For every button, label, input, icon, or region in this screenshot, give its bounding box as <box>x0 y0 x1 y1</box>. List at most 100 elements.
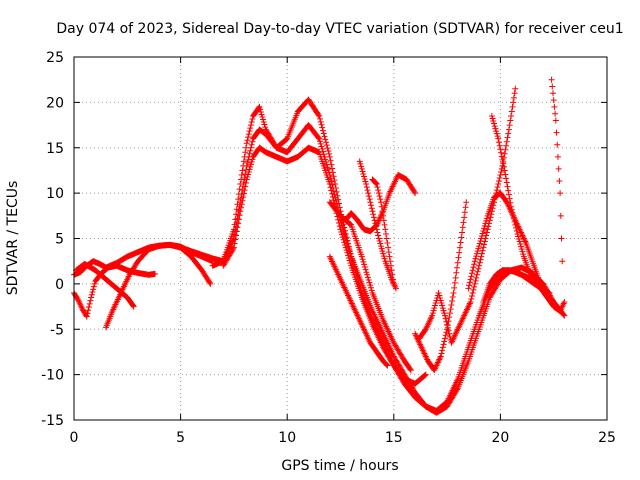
x-axis-label: GPS time / hours <box>281 458 398 474</box>
data-point <box>152 270 159 277</box>
data-point <box>246 128 253 135</box>
data-point <box>454 259 461 266</box>
data-point <box>502 146 509 153</box>
data-point <box>498 168 505 175</box>
data-point <box>472 255 479 262</box>
data-point <box>473 271 480 278</box>
data-point <box>366 279 373 286</box>
data-point <box>341 239 348 246</box>
data-point <box>330 173 337 180</box>
data-point <box>363 269 370 276</box>
data-point <box>461 214 468 221</box>
data-point <box>483 215 490 222</box>
data-point <box>321 133 328 140</box>
data-point <box>374 184 381 191</box>
data-point <box>365 193 372 200</box>
data-point <box>473 253 480 260</box>
data-point <box>231 240 238 247</box>
series-track-12 <box>369 176 397 287</box>
data-point <box>384 240 391 247</box>
data-point <box>378 245 385 252</box>
data-point <box>360 173 367 180</box>
data-point <box>429 312 436 319</box>
data-point <box>478 235 485 242</box>
data-point <box>316 115 323 122</box>
x-tick-label: 5 <box>176 430 185 446</box>
data-point <box>235 220 242 227</box>
data-point <box>375 232 382 239</box>
data-point <box>503 175 510 182</box>
data-point <box>459 224 466 231</box>
y-tick-label: -10 <box>41 368 64 384</box>
data-point <box>444 321 451 328</box>
data-point <box>247 122 254 129</box>
data-point <box>435 289 442 296</box>
data-point <box>475 265 482 272</box>
data-point <box>74 296 81 302</box>
data-point <box>370 211 377 218</box>
data-point <box>505 191 512 198</box>
data-point <box>467 276 474 283</box>
data-point <box>318 121 325 128</box>
data-point <box>508 112 515 119</box>
data-point <box>375 187 382 194</box>
data-point <box>238 176 245 183</box>
data-point <box>561 312 568 319</box>
data-point <box>368 287 375 294</box>
data-point <box>247 125 254 132</box>
data-point <box>491 120 498 127</box>
data-point <box>493 187 500 194</box>
data-point <box>510 99 517 106</box>
data-point <box>546 289 553 296</box>
data-point <box>364 274 371 281</box>
data-point <box>506 122 513 129</box>
data-point <box>480 244 487 251</box>
data-point <box>469 267 476 274</box>
data-point <box>504 183 511 190</box>
data-point <box>412 190 419 197</box>
data-point <box>85 304 92 311</box>
data-point <box>338 229 345 236</box>
data-point <box>463 199 470 206</box>
data-point <box>458 234 465 241</box>
data-point <box>514 230 521 237</box>
data-point <box>422 371 429 378</box>
data-point <box>329 165 336 172</box>
data-point <box>444 324 451 331</box>
data-point <box>367 282 374 289</box>
data-point <box>363 184 370 191</box>
data-point <box>373 226 380 233</box>
chart-title: Day 074 of 2023, Sidereal Day-to-day VTE… <box>56 21 623 37</box>
data-point <box>513 224 520 231</box>
data-point <box>505 187 512 194</box>
data-point <box>318 143 325 150</box>
data-point <box>491 123 498 130</box>
data-point <box>499 156 506 163</box>
data-point <box>342 244 349 251</box>
data-point <box>343 247 350 254</box>
data-point <box>316 138 323 145</box>
data-point <box>445 327 452 334</box>
data-point <box>330 197 337 204</box>
series-track-13 <box>412 199 470 374</box>
data-point <box>432 302 439 309</box>
data-point <box>361 176 368 183</box>
data-point <box>473 250 480 257</box>
data-point <box>242 180 249 187</box>
y-tick-label: 20 <box>46 95 64 111</box>
data-point <box>499 162 506 169</box>
data-point <box>362 266 369 273</box>
axis-ticks: 0 5 10 15 20 25 -15 -10 -5 0 5 10 15 20 25 <box>41 50 616 446</box>
data-point <box>262 124 269 131</box>
data-point <box>495 139 502 146</box>
data-point <box>561 299 568 306</box>
data-point <box>520 251 527 258</box>
data-point <box>554 153 561 160</box>
data-point <box>519 248 526 255</box>
data-point <box>451 284 458 291</box>
data-point <box>130 303 137 310</box>
y-tick-label: -5 <box>50 322 64 338</box>
data-point <box>360 258 367 265</box>
data-point <box>323 142 330 149</box>
data-point <box>488 112 495 119</box>
